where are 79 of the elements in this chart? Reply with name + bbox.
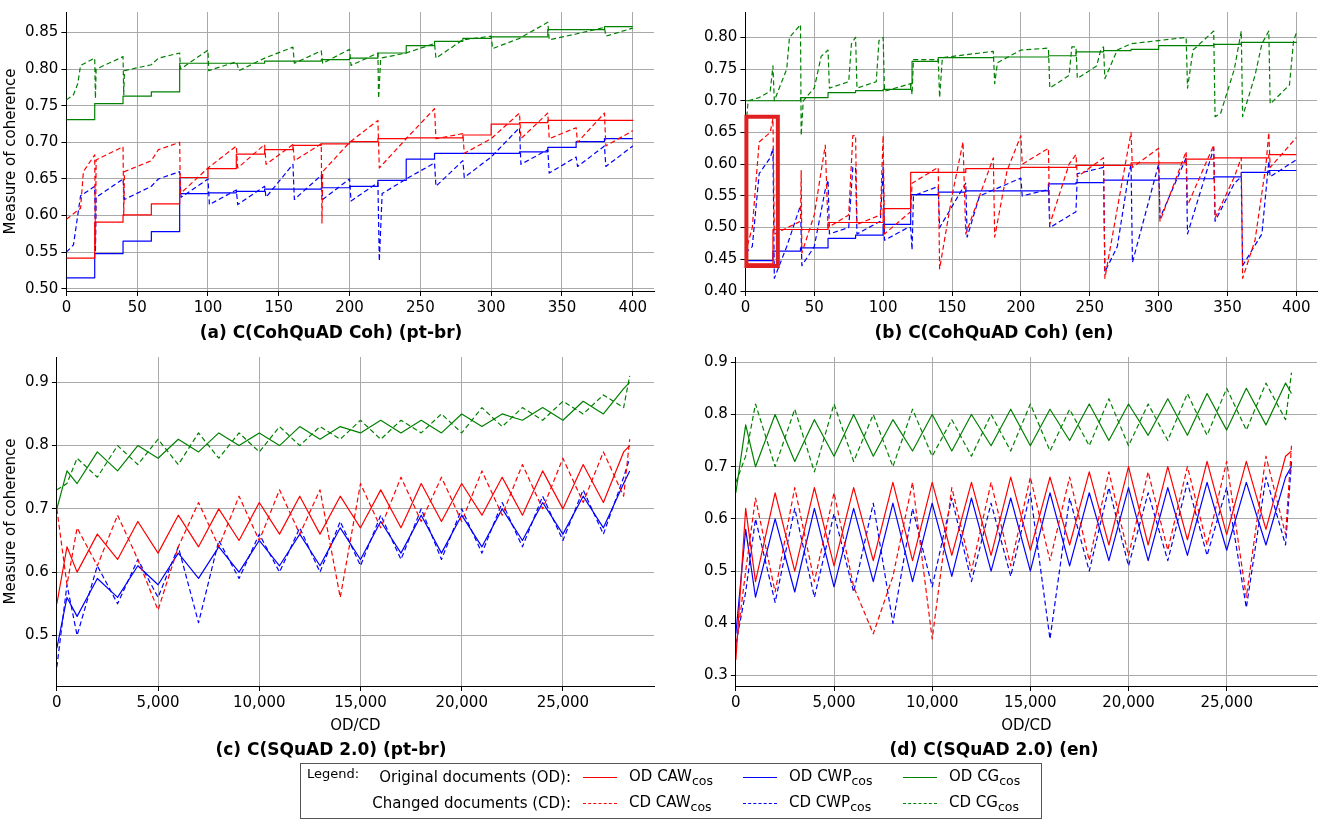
- text: (b) C(CohQuAD Coh) (en): [873, 322, 1115, 342]
- legend-label: CD CG$_{cos}$: [949, 793, 1019, 814]
- y-axis-title: Measure of coherence: [0, 68, 19, 235]
- x-tick-label: 10,000: [233, 692, 286, 711]
- y-tick-label: 0.9: [25, 372, 49, 391]
- x-tick-label: 15,000: [334, 692, 387, 711]
- y-tick-label: 0.5: [25, 625, 49, 644]
- x-tick-label: 200: [1006, 297, 1036, 316]
- x-tick-label: 350: [1213, 297, 1242, 316]
- y-tick-label: 0.80: [24, 59, 59, 78]
- y-tick-label: 0.5: [704, 561, 728, 579]
- y-tick-label: 0.50: [24, 278, 59, 297]
- y-tick-label: 0.45: [703, 249, 738, 268]
- x-tick-label: 25,000: [536, 692, 590, 711]
- text: (a) C(CohQuAD Coh) (pt-br): [198, 322, 464, 342]
- y-tick-label: 0.8: [704, 404, 728, 423]
- y-tick-label: 0.8: [25, 435, 49, 454]
- y-tick-label: 0.65: [24, 168, 59, 187]
- y-tick-label: 0.7: [704, 456, 728, 475]
- y-tick-label: 0.4: [704, 613, 728, 632]
- line-series: [745, 117, 1297, 279]
- y-tick-label: 0.7: [25, 498, 49, 517]
- x-tick-label: 10,000: [905, 692, 959, 711]
- y-tick-label: 0.55: [703, 185, 738, 204]
- x-tick-label: 200: [335, 297, 364, 316]
- legend-label: OD CWP$_{cos}$: [789, 767, 873, 788]
- x-axis-title: OD/CD: [1001, 715, 1052, 734]
- y-tick-label: 0.6: [25, 562, 49, 581]
- y-tick-label: 0.65: [703, 122, 738, 141]
- line-series: [745, 147, 1297, 279]
- y-axis-title: Measure of coherence: [0, 438, 19, 605]
- x-tick-label: 250: [1075, 297, 1105, 316]
- legend-label: OD CG$_{cos}$: [949, 767, 1021, 788]
- y-tick-label: 0.70: [703, 90, 738, 109]
- x-tick-label: 350: [547, 297, 577, 316]
- text: (c) C(SQuAD 2.0) (pt-br): [214, 739, 448, 759]
- x-tick-label: 0: [61, 297, 72, 316]
- y-tick-label: 0.60: [703, 154, 738, 173]
- y-tick-label: 0.75: [703, 58, 738, 77]
- x-tick-label: 20,000: [435, 692, 488, 711]
- x-tick-label: 0: [740, 297, 751, 316]
- y-tick-label: 0.60: [24, 205, 59, 224]
- legend-label: OD CAW$_{cos}$: [629, 767, 713, 788]
- x-tick-label: 25,000: [1200, 692, 1253, 711]
- x-tick-label: 100: [868, 297, 898, 316]
- legend-label: CD CAW$_{cos}$: [629, 793, 712, 814]
- x-tick-label: 20,000: [1102, 692, 1155, 711]
- x-tick-label: 400: [618, 297, 648, 316]
- x-tick-label: 15,000: [1004, 692, 1057, 711]
- x-axis-title: OD/CD: [330, 715, 381, 734]
- x-tick-label: 5,000: [812, 692, 856, 711]
- x-tick-label: 0: [731, 692, 741, 711]
- x-tick-label: 100: [193, 297, 223, 316]
- y-tick-label: 0.70: [24, 132, 59, 151]
- x-tick-label: 150: [937, 297, 967, 316]
- legend-title: Legend:: [307, 766, 360, 781]
- y-tick-label: 0.9: [704, 352, 728, 371]
- y-tick-label: 0.50: [703, 217, 738, 236]
- x-tick-label: 5,000: [136, 692, 180, 711]
- y-tick-label: 0.3: [704, 665, 728, 684]
- y-tick-label: 0.40: [703, 280, 738, 299]
- text: Original documents (OD):: [379, 768, 571, 786]
- line-series: [745, 24, 1297, 137]
- y-tick-label: 0.55: [24, 242, 59, 261]
- y-tick-label: 0.6: [704, 508, 728, 527]
- x-tick-label: 50: [127, 297, 147, 316]
- x-tick-label: 0: [52, 692, 62, 711]
- x-tick-label: 50: [804, 297, 824, 316]
- x-tick-label: 250: [406, 297, 435, 316]
- x-tick-label: 300: [476, 297, 506, 316]
- legend-label: CD CWP$_{cos}$: [789, 793, 872, 814]
- text: Changed documents (CD):: [372, 794, 571, 812]
- text: (d) C(SQuAD 2.0) (en): [888, 739, 1100, 759]
- y-tick-label: 0.85: [24, 22, 59, 41]
- y-tick-label: 0.75: [24, 95, 59, 114]
- x-tick-label: 400: [1282, 297, 1311, 316]
- x-tick-label: 150: [264, 297, 294, 316]
- x-tick-label: 300: [1144, 297, 1173, 316]
- y-tick-label: 0.80: [703, 27, 738, 46]
